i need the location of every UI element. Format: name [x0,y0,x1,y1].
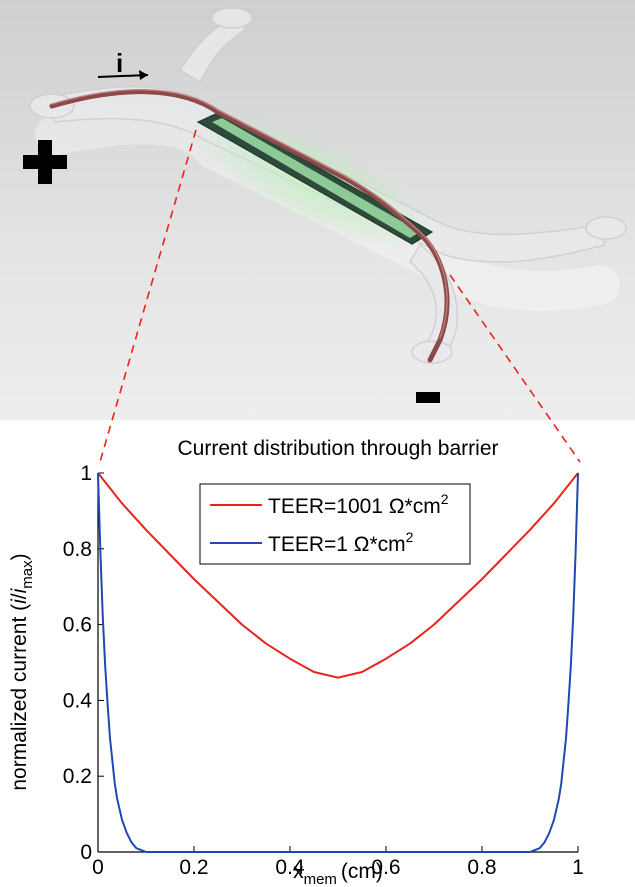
data-point-2 [570,666,571,667]
data-point-2 [114,783,115,784]
data-point-2 [112,760,113,761]
membrane-green [212,118,420,238]
device-illustration: i [0,0,635,463]
series-line-2 [97,472,579,853]
data-point-1 [553,503,554,504]
data-point-1 [121,503,122,504]
data-point-1 [385,658,386,659]
chart-title: Current distribution through barrier [178,437,499,460]
data-point-2 [539,848,540,849]
data-point-2 [337,851,338,852]
legend: TEER=1001 Ω*cm2 TEER=1 Ω*cm2 [199,483,471,565]
plot-area: 0 0.2 0.4 0.6 0.8 1 0 0.2 0.4 0.6 0.8 1 [63,462,584,879]
y-tick-label: 0 [80,841,92,864]
zoom-line-left [99,129,197,463]
data-point-1 [313,671,314,672]
data-point-2 [105,666,106,667]
y-tick-label: 0.6 [63,614,92,637]
legend-label-2: TEER=1 Ω*cm2 [268,529,414,556]
data-point-2 [573,616,574,617]
x-tick-label: 1 [572,856,584,879]
data-point-2 [241,851,242,852]
data-point-2 [107,704,108,705]
data-point-2 [577,472,578,473]
data-point-2 [568,704,569,705]
data-point-1 [265,643,266,644]
series-line-1 [97,472,579,679]
data-point-2 [565,738,566,739]
data-point-2 [100,552,101,553]
data-point-2 [433,851,434,852]
data-point-2 [97,472,98,473]
data-point-2 [529,851,530,852]
y-tick-label: 0.8 [63,538,92,561]
data-point-1 [361,671,362,672]
data-point-2 [563,760,564,761]
data-point-1 [481,579,482,580]
data-point-2 [102,616,103,617]
x-tick-label: 0.2 [179,856,208,879]
data-point-2 [549,832,550,833]
data-point-2 [561,783,562,784]
data-point-1 [145,529,146,530]
zoom-line-right [449,274,581,463]
legend-label-1: TEER=1001 Ω*cm2 [268,491,449,518]
data-point-1 [289,658,290,659]
data-point-2 [558,798,559,799]
data-point-1 [217,601,218,602]
data-point-2 [131,842,132,843]
data-point-1 [529,529,530,530]
minus-icon [416,392,440,403]
legend-box [199,483,471,565]
data-point-1 [409,643,410,644]
data-point-2 [136,848,137,849]
data-point-2 [126,832,127,833]
y-tick-label: 1 [80,462,92,485]
data-point-2 [121,819,122,820]
data-point-1 [337,677,338,678]
data-point-2 [145,851,146,852]
data-point-2 [481,851,482,852]
x-tick-label: 0 [92,856,104,879]
data-point-1 [193,579,194,580]
x-axis-label: xmem (cm) [293,860,383,887]
data-point-1 [505,554,506,555]
data-point-2 [117,798,118,799]
y-tick-label: 0.2 [63,765,92,788]
x-tick-label: 0.6 [371,856,400,879]
data-point-1 [433,624,434,625]
data-point-2 [385,851,386,852]
data-point-1 [169,554,170,555]
chart: Current distribution through barrier 0 0.… [8,437,584,887]
data-point-2 [544,842,545,843]
y-tick-label: 0.4 [63,689,93,712]
data-point-2 [575,552,576,553]
data-point-2 [553,819,554,820]
data-point-2 [193,851,194,852]
plus-icon [23,140,67,184]
electrode-wire-highlight [51,89,448,339]
data-point-1 [241,624,242,625]
data-point-2 [289,851,290,852]
current-arrow-head [139,70,148,80]
data-point-2 [109,738,110,739]
x-tick-label: 0.4 [275,856,305,879]
x-tick-label: 0.8 [467,856,496,879]
data-point-1 [457,601,458,602]
current-label: i [116,48,123,78]
y-axis-label: normalized current (i/imax) [8,553,36,790]
